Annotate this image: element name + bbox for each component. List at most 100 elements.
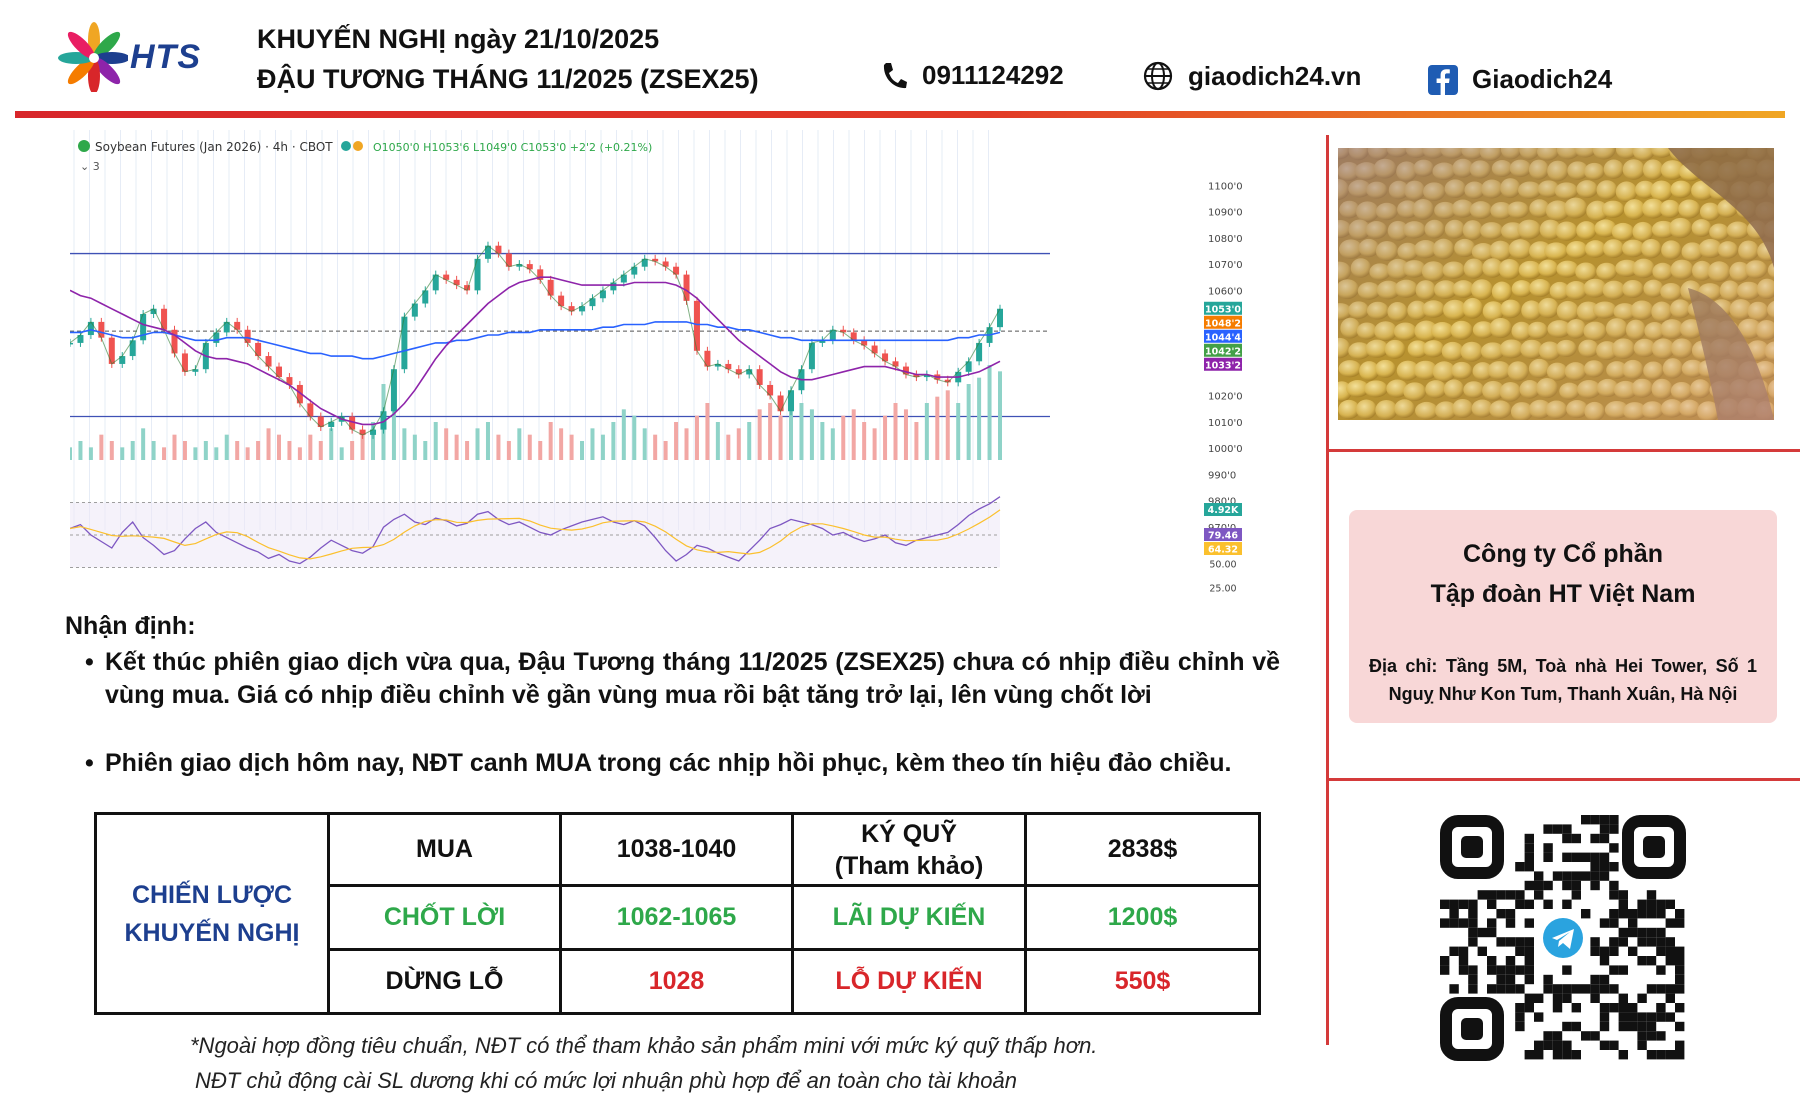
qr-module: [1571, 871, 1581, 881]
volume-bar: [318, 441, 323, 460]
volume-bar: [297, 447, 302, 460]
analysis-bullet: • Phiên giao dịch hôm nay, NĐT canh MUA t…: [85, 747, 1280, 780]
candle: [150, 308, 157, 315]
volume-bar: [809, 409, 814, 460]
qr-module: [1468, 927, 1478, 938]
qr-module: [1552, 993, 1563, 1003]
qr-module: [1543, 984, 1553, 994]
chart-title: Soybean Futures (Jan 2026) · 4h · CBOT: [95, 140, 333, 154]
qr-module: [1487, 918, 1497, 928]
qr-module: [1646, 1050, 1657, 1060]
qr-module: [1637, 899, 1647, 909]
qr-module: [1618, 937, 1628, 947]
qr-module: [1609, 946, 1619, 956]
qr-module: [1496, 937, 1506, 947]
volume-bar: [569, 434, 574, 460]
qr-module: [1477, 890, 1487, 900]
candle: [704, 350, 711, 367]
qr-module: [1656, 909, 1666, 919]
candle: [181, 353, 188, 372]
qr-module: [1458, 946, 1469, 956]
qr-module: [1618, 1003, 1628, 1013]
qr-module: [1637, 993, 1647, 1003]
qr-module: [1618, 899, 1628, 909]
qr-module: [1665, 937, 1675, 947]
qr-module: [1524, 965, 1534, 975]
qr-module: [1524, 974, 1534, 985]
candle: [370, 429, 377, 435]
expected-loss-label: LỖ DỰ KIẾN: [791, 948, 1027, 1015]
candle: [108, 337, 115, 364]
price-line: [69, 245, 1001, 436]
qr-module: [1458, 956, 1469, 966]
candle: [432, 274, 439, 291]
qr-module: [1646, 1012, 1657, 1022]
qr-module: [1524, 862, 1534, 872]
volume-bar: [998, 371, 1002, 460]
section-divider: [1326, 778, 1800, 781]
qr-module: [1675, 1040, 1685, 1050]
qr-module: [1552, 871, 1563, 881]
volume-bar: [580, 441, 585, 460]
qr-module: [1524, 833, 1534, 844]
qr-module: [1552, 1040, 1563, 1050]
qr-module: [1675, 909, 1685, 919]
volume-bar: [68, 447, 72, 460]
y-tick-label: 1080'0: [1208, 234, 1243, 245]
volume-bar: [276, 434, 281, 460]
facebook-contact[interactable]: Giaodich24: [1428, 64, 1612, 95]
qr-module: [1487, 984, 1497, 994]
volume-bar: [903, 409, 908, 460]
candle: [610, 282, 617, 291]
qr-module: [1534, 890, 1544, 900]
qr-module: [1505, 974, 1516, 985]
candle: [411, 303, 418, 317]
qr-module: [1646, 937, 1657, 947]
volume-bar: [538, 441, 543, 460]
qr-module: [1599, 871, 1610, 881]
expected-profit-label: LÃI DỰ KIẾN: [791, 884, 1027, 951]
website-contact[interactable]: giaodich24.vn: [1142, 60, 1361, 92]
rsi-line: [69, 496, 1001, 565]
qr-module: [1524, 880, 1534, 891]
qr-module: [1665, 899, 1675, 909]
volume-bar: [78, 441, 83, 460]
qr-module: [1609, 909, 1619, 919]
candle: [328, 421, 335, 428]
qr-module: [1552, 1031, 1563, 1041]
candle: [77, 335, 84, 343]
candle: [464, 285, 471, 291]
qr-module: [1524, 843, 1534, 853]
volume-bar: [663, 441, 668, 460]
qr-module: [1656, 946, 1666, 956]
candle: [171, 329, 178, 354]
price-chart: 1100'0 1090'0 1080'0 1070'0 1060'0 1020'0 1010…: [67, 130, 1290, 605]
qr-module: [1675, 918, 1685, 928]
volume-bar: [172, 434, 177, 460]
candle: [662, 261, 669, 267]
phone-contact[interactable]: 0911124292: [880, 60, 1064, 91]
facebook-page: Giaodich24: [1472, 64, 1613, 94]
qr-code[interactable]: [1440, 815, 1686, 1061]
volume-bar: [966, 384, 971, 460]
candle: [913, 374, 920, 378]
volume-bar: [945, 390, 950, 460]
volume-bar: [245, 447, 250, 460]
qr-module: [1515, 984, 1525, 994]
candle: [620, 274, 627, 283]
candle: [892, 361, 899, 367]
logo-text: HTS: [130, 38, 201, 76]
candle: [359, 429, 366, 435]
candle: [275, 366, 282, 378]
qr-module: [1571, 1003, 1581, 1013]
qr-module: [1543, 1031, 1553, 1041]
volume-bar: [736, 428, 741, 460]
volume-bar: [454, 434, 459, 460]
qr-module: [1468, 918, 1478, 928]
qr-module: [1449, 984, 1459, 994]
qr-module: [1618, 965, 1628, 975]
volume-bar: [465, 441, 470, 460]
volume-bar: [99, 434, 104, 460]
volume-bar: [203, 441, 208, 460]
volume-bar: [862, 422, 867, 460]
